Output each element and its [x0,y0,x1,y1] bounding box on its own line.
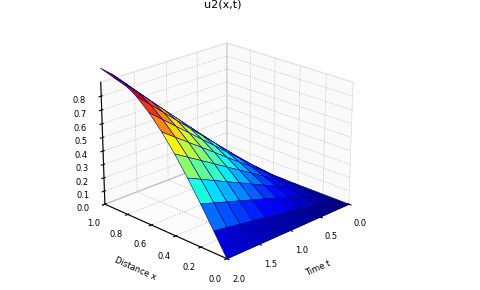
Title: u2(x,t): u2(x,t) [204,0,242,10]
X-axis label: Time t: Time t [305,259,332,278]
Y-axis label: Distance x: Distance x [113,255,157,282]
